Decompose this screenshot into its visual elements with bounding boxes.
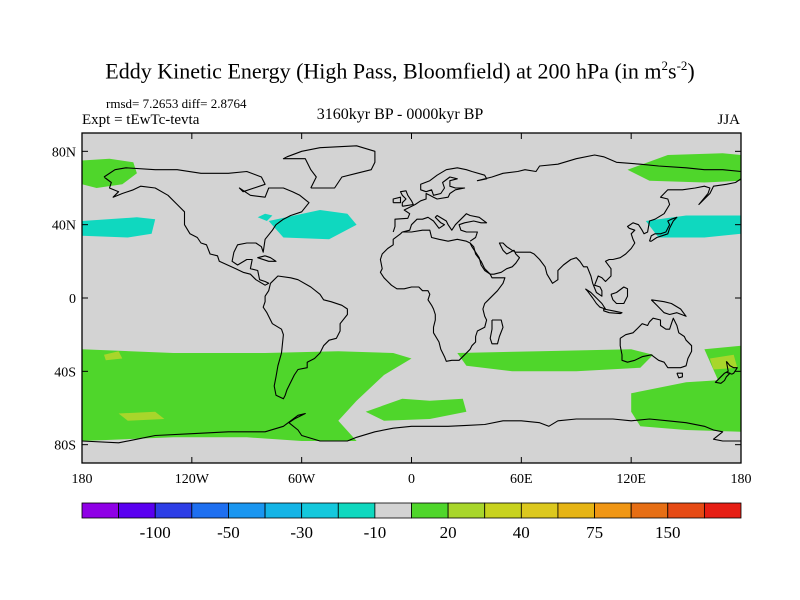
- x-tick-label: 60W: [288, 472, 316, 487]
- coastline: [489, 319, 504, 345]
- field-region-teal: [268, 210, 357, 240]
- title-sup-2: 2: [661, 58, 669, 73]
- coastline: [610, 286, 629, 305]
- coastline: [392, 196, 402, 204]
- y-tick-label: 80S: [54, 439, 76, 454]
- y-tick-label: 40N: [52, 219, 76, 234]
- colorbar-box: [447, 502, 486, 519]
- coastline: [585, 288, 607, 310]
- coastline: [603, 308, 623, 315]
- coastline: [399, 190, 414, 207]
- colorbar: -100 -50 -30 -10 20 40 75 150: [81, 502, 742, 542]
- colorbar-label: -10: [364, 523, 387, 542]
- x-tick-label: 180: [72, 472, 93, 487]
- colorbar-box: [191, 502, 229, 519]
- coastline: [469, 178, 742, 297]
- colorbar-box: [374, 502, 412, 519]
- period-label: 3160kyr BP - 0000kyr BP: [316, 106, 484, 123]
- colorbar-box: [630, 502, 669, 519]
- field-region-yellow-green: [104, 351, 123, 361]
- colorbar-box: [264, 502, 303, 519]
- field-region-teal: [645, 215, 741, 238]
- colorbar-box: [667, 502, 705, 519]
- stats-label: rmsd= 7.2653 diff= 2.8764: [106, 96, 247, 111]
- y-tick-label: 0: [69, 292, 76, 307]
- coastline: [402, 213, 488, 242]
- y-tick-label: 40S: [54, 365, 76, 380]
- colorbar-box: [154, 502, 193, 519]
- colorbar-box: [337, 502, 376, 519]
- colorbar-label: 40: [513, 523, 530, 542]
- colorbar-box: [118, 502, 156, 519]
- field-region-yellow-green: [118, 411, 165, 421]
- map-plot-area: 180 120W 60W 0 60E 120E 180 80N 40N 0 40S 80S: [52, 132, 752, 487]
- field-region-green: [631, 378, 741, 432]
- field-region-teal: [257, 213, 273, 221]
- coastline: [103, 167, 310, 286]
- field-region-green: [365, 398, 467, 421]
- x-tick-label: 0: [408, 472, 415, 487]
- title-text: Eddy Kinetic Energy (High Pass, Bloomfie…: [105, 58, 662, 84]
- x-tick-label: 180: [731, 472, 752, 487]
- colorbar-label: -100: [140, 523, 171, 542]
- colorbar-label: -50: [217, 523, 240, 542]
- field-region-green: [82, 349, 412, 441]
- colorbar-box: [411, 502, 449, 519]
- coastline: [392, 154, 742, 233]
- map-title: Eddy Kinetic Energy (High Pass, Bloomfie…: [0, 58, 800, 84]
- colorbar-label: 150: [655, 523, 681, 542]
- colorbar-box: [484, 502, 522, 519]
- x-tick-label: 120W: [175, 472, 210, 487]
- coastline: [714, 360, 738, 384]
- x-tick-label: 120E: [616, 472, 646, 487]
- coastline: [650, 299, 687, 317]
- colorbar-label: 20: [440, 523, 457, 542]
- x-tick-label: 60E: [510, 472, 533, 487]
- coastline: [262, 275, 348, 400]
- title-close: ): [687, 58, 695, 84]
- coastline: [81, 412, 741, 444]
- field-region-teal: [82, 217, 156, 238]
- colorbar-box: [228, 502, 266, 519]
- colorbar-label: -30: [290, 523, 313, 542]
- title-sup-neg2: -2: [676, 58, 688, 73]
- colorbar-box: [81, 502, 120, 519]
- season-label: JJA: [717, 112, 740, 128]
- field-region-green: [457, 349, 654, 372]
- colorbar-label: 75: [586, 523, 603, 542]
- coastline: [282, 145, 376, 189]
- colorbar-box: [703, 502, 742, 519]
- colorbar-box: [594, 502, 632, 519]
- colorbar-box: [301, 502, 339, 519]
- coastline: [676, 372, 683, 379]
- colorbar-box: [557, 502, 595, 519]
- title-mid: s: [668, 58, 677, 84]
- colorbar-box: [520, 502, 559, 519]
- coastline: [619, 317, 693, 369]
- coastline: [648, 216, 678, 242]
- experiment-label: Expt = tEwTc-tevta: [82, 112, 200, 128]
- coastline: [257, 255, 277, 262]
- y-tick-label: 80N: [52, 145, 76, 160]
